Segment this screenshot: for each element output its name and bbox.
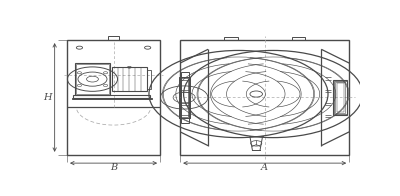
Bar xyxy=(112,67,147,91)
Bar xyxy=(179,77,190,118)
Text: H: H xyxy=(44,93,52,102)
Bar xyxy=(333,80,348,115)
Bar xyxy=(73,95,150,98)
Bar xyxy=(147,70,151,89)
Bar xyxy=(67,40,160,155)
Bar xyxy=(181,72,189,123)
Bar xyxy=(334,81,346,114)
Text: B: B xyxy=(110,163,117,172)
Bar xyxy=(76,64,108,94)
Bar xyxy=(224,37,238,40)
Bar xyxy=(180,40,349,155)
Bar xyxy=(180,78,188,117)
Text: A: A xyxy=(261,163,268,172)
Bar xyxy=(75,63,110,95)
Bar xyxy=(108,36,119,40)
Bar xyxy=(337,83,344,112)
Bar xyxy=(335,82,345,113)
Bar xyxy=(292,37,305,40)
Bar xyxy=(72,98,152,99)
